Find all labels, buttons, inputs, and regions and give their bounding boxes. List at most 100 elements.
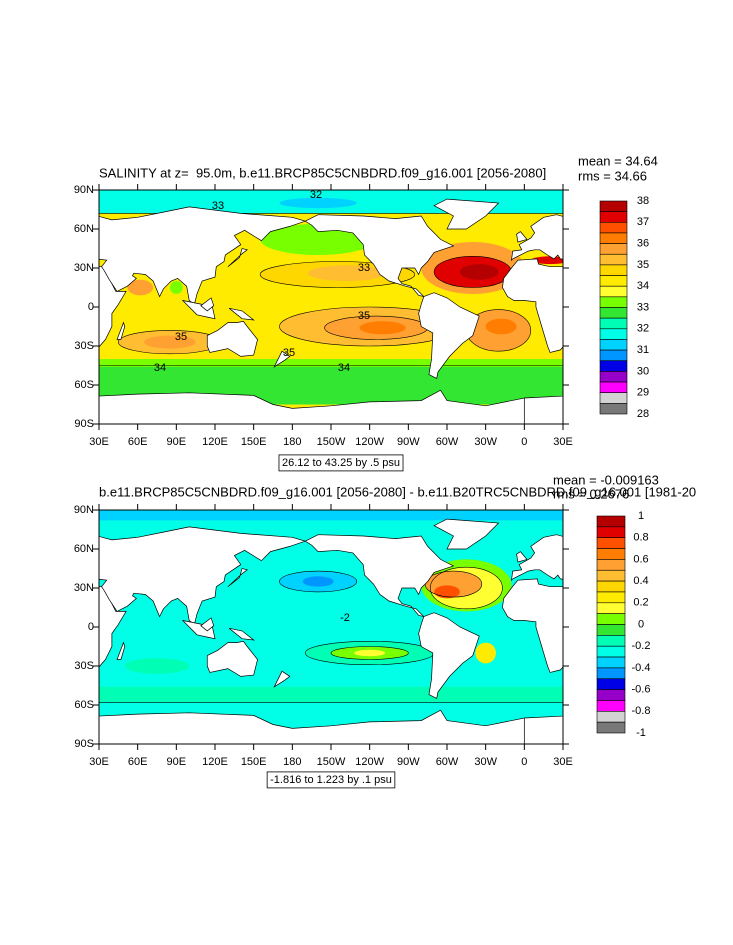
contour-label: 34 [154, 362, 166, 374]
x-tick-label: 0 [521, 436, 527, 448]
colorbar-box [596, 635, 626, 647]
y-tick-label: 60N [74, 223, 94, 235]
y-tick-label: 0 [88, 621, 94, 633]
map-title: b.e11.BRCP85C5CNBDRD.f09_g16.001 [2056-2… [99, 484, 696, 499]
colorbar-box [599, 371, 628, 383]
contour-label: 35 [175, 331, 187, 343]
y-tick-label: 30S [74, 340, 94, 352]
colorbar-label: -0.4 [632, 662, 651, 674]
colorbar-box [596, 645, 626, 658]
y-tick-label: 90N [74, 504, 94, 516]
colorbar-label: 0.4 [633, 575, 648, 587]
rms-stat: rms = 0.2676 [553, 486, 629, 501]
mean-stat: mean = 34.64 [578, 153, 658, 168]
colorbar-box [599, 211, 628, 223]
colorbar-box [596, 613, 626, 625]
x-tick-label: 60E [128, 436, 148, 448]
x-tick-label: 30E [553, 436, 573, 448]
colorbar-box [596, 656, 626, 669]
colorbar-box [596, 602, 626, 614]
map-fill [99, 190, 563, 424]
colorbar-box [596, 689, 626, 701]
x-tick-label: 60W [436, 756, 459, 768]
contour-label: 32 [310, 189, 322, 201]
colorbar-box [596, 700, 626, 712]
colorbar-box [596, 559, 626, 571]
colorbar-box [599, 285, 628, 298]
x-tick-label: 150W [317, 756, 346, 768]
colorbar-box [596, 548, 626, 560]
x-tick-label: 60W [436, 436, 459, 448]
x-tick-label: 90W [397, 756, 420, 768]
x-tick-label: 150W [317, 436, 346, 448]
colorbar-label: 33 [637, 301, 649, 313]
x-tick-label: 120W [355, 436, 384, 448]
colorbar-label: 28 [637, 408, 649, 420]
mean-stat: mean = -0.009163 [553, 472, 659, 487]
x-tick-label: 60E [128, 756, 148, 768]
y-tick-label: 60S [74, 699, 94, 711]
colorbar-box [599, 296, 628, 308]
colorbar-label: 0 [638, 618, 644, 630]
x-tick-label: 120E [202, 436, 228, 448]
y-tick-label: 90N [74, 184, 94, 196]
y-tick-label: 30N [74, 262, 94, 274]
colorbar-label: 0.8 [633, 532, 648, 544]
y-tick-label: 60N [74, 543, 94, 555]
contour-label: 33 [358, 262, 370, 274]
contour-label: 35 [283, 347, 295, 359]
colorbar-box [599, 222, 628, 234]
y-tick-label: 0 [88, 301, 94, 313]
map-title: SALINITY at z= 95.0m, b.e11.BRCP85C5CNBD… [99, 165, 546, 180]
colorbar-box [599, 307, 628, 319]
colorbar-box [596, 721, 626, 734]
colorbar-box [596, 678, 626, 690]
colorbar-label: 29 [637, 387, 649, 399]
colorbar-label: -1 [636, 727, 646, 739]
colorbar-box [596, 710, 626, 723]
colorbar-box [596, 515, 626, 528]
colorbar-box [599, 253, 628, 266]
contour-label: 33 [212, 200, 224, 212]
colorbar-box [599, 317, 628, 330]
colorbar-label: 30 [637, 365, 649, 377]
colorbar-box [596, 580, 626, 593]
x-tick-label: 90E [167, 436, 187, 448]
colorbar-label: -0.6 [632, 684, 651, 696]
x-tick-label: 0 [521, 756, 527, 768]
colorbar-box [599, 392, 628, 404]
contour-label: -2 [340, 612, 350, 624]
colorbar-box [599, 360, 628, 372]
y-tick-label: 30N [74, 582, 94, 594]
colorbar-box [599, 349, 628, 362]
colorbar-label: 0.2 [633, 597, 648, 609]
x-tick-label: 30E [553, 756, 573, 768]
y-tick-label: 30S [74, 660, 94, 672]
colorbar-box [599, 264, 628, 276]
colorbar-box [599, 339, 628, 351]
colorbar-box [599, 200, 628, 212]
colorbar-label: 0.6 [633, 553, 648, 565]
x-tick-label: 30E [89, 756, 109, 768]
colorbar-label: 35 [637, 259, 649, 271]
colorbar-label: 38 [637, 195, 649, 207]
colorbar-box [596, 569, 626, 582]
x-tick-label: 120E [202, 756, 228, 768]
info-box [266, 771, 396, 789]
info-box [278, 454, 404, 472]
colorbar-label: -0.8 [632, 705, 651, 717]
colorbar-box [599, 243, 628, 255]
x-tick-label: 150E [241, 436, 267, 448]
x-tick-label: 30W [474, 756, 497, 768]
colorbar-box [599, 381, 628, 393]
x-tick-label: 180 [283, 756, 301, 768]
x-tick-label: 120W [355, 756, 384, 768]
colorbar-box [599, 275, 628, 287]
x-tick-label: 30W [474, 436, 497, 448]
info-label: -1.816 to 1.223 by .1 psu [270, 774, 392, 786]
x-tick-label: 90E [167, 756, 187, 768]
colorbar-box [596, 624, 626, 636]
x-tick-label: 90W [397, 436, 420, 448]
rms-stat: rms = 34.66 [578, 168, 647, 183]
